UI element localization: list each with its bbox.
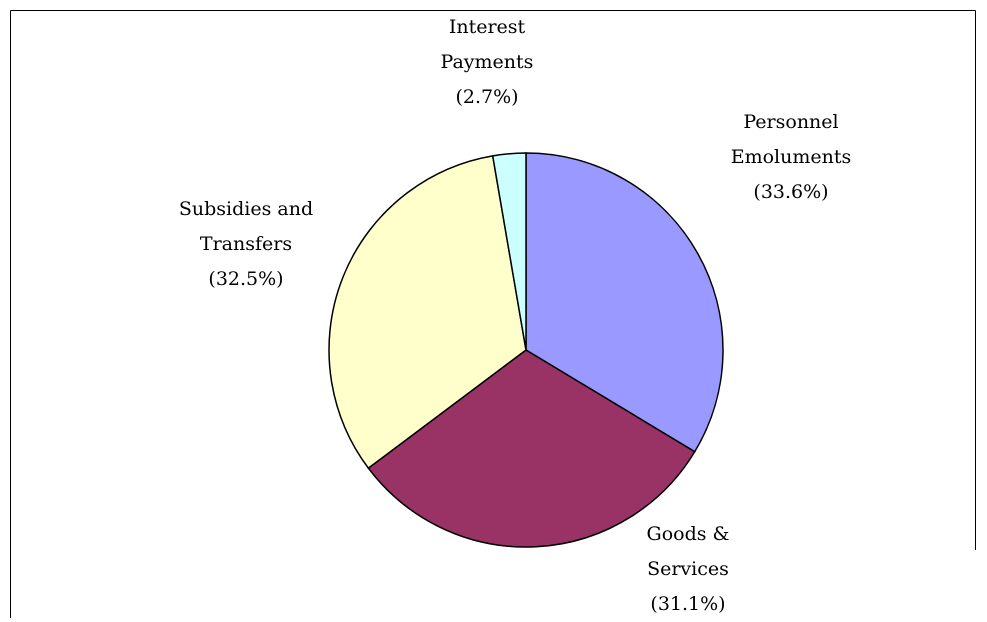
value-label: (32.5%): [208, 268, 284, 290]
category-label: Goods & Services: [646, 523, 730, 580]
value-label: (33.6%): [753, 181, 829, 203]
slice-label: Personnel Emoluments (33.6%): [711, 105, 871, 210]
category-label: Subsidies and Transfers: [178, 198, 314, 255]
value-label: (31.1%): [650, 593, 726, 615]
slice-label: Subsidies and Transfers (32.5%): [151, 192, 341, 297]
slice-label: Goods & Services (31.1%): [633, 517, 743, 622]
slice-label: Interest Payments (2.7%): [422, 10, 552, 115]
pie-slice: [525, 152, 724, 453]
pie-slice: [367, 349, 696, 548]
category-label: Personnel Emoluments: [730, 111, 852, 168]
pie-slice: [491, 152, 527, 351]
pie-slice: [328, 154, 527, 470]
category-label: Interest Payments: [440, 16, 534, 73]
value-label: (2.7%): [455, 86, 519, 108]
